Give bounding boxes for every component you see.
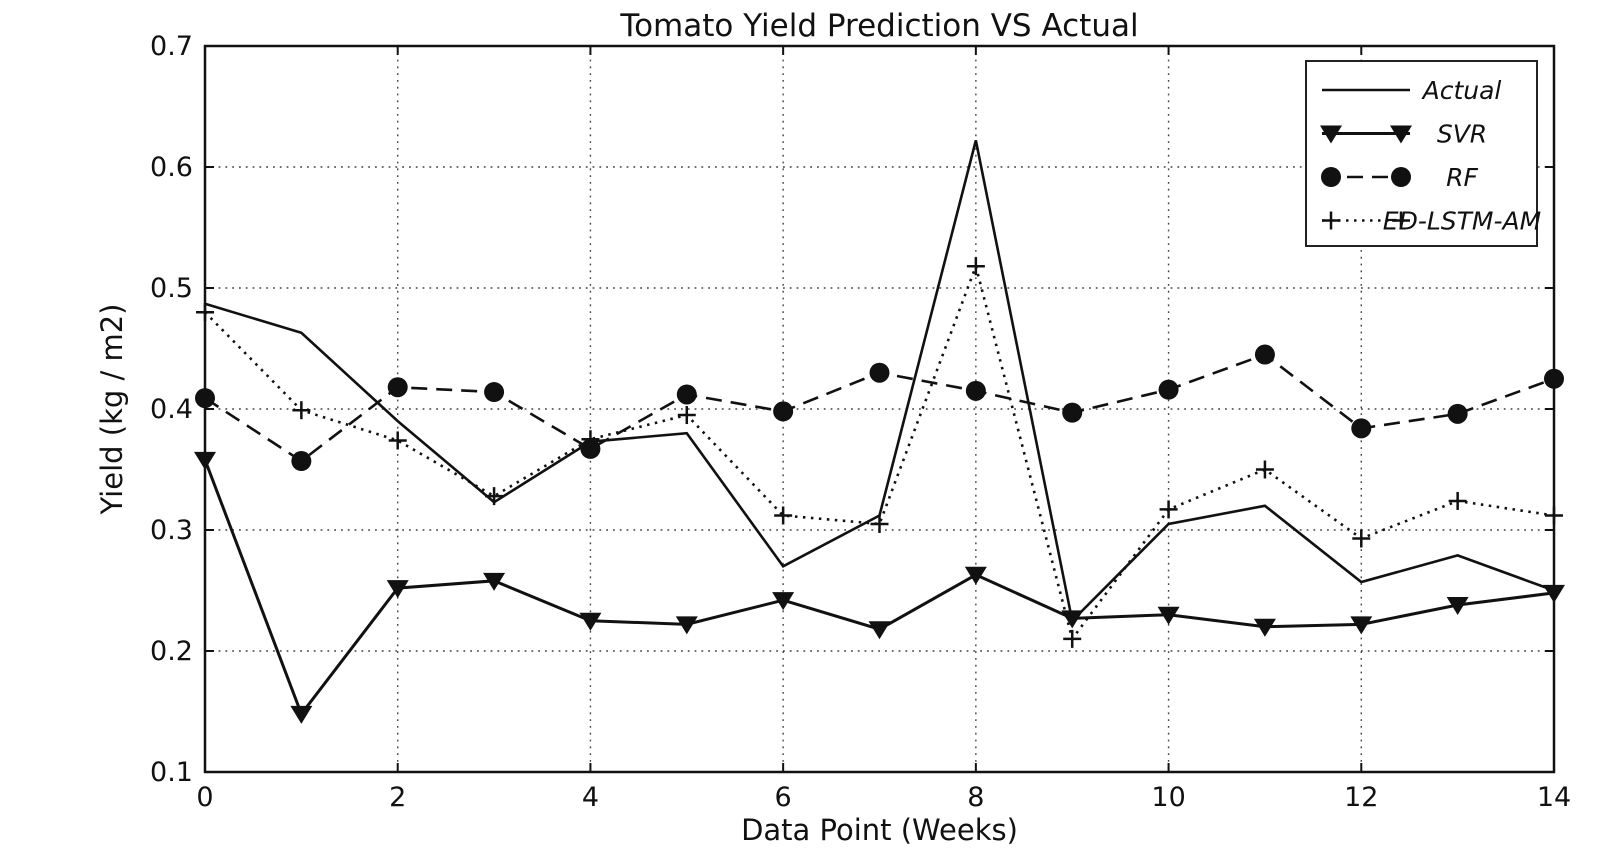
- marker-svr: [1446, 597, 1469, 616]
- marker-rf: [1158, 379, 1179, 400]
- x-tick-label: 6: [775, 782, 792, 813]
- marker-svr: [194, 451, 216, 470]
- marker-rf: [1351, 418, 1372, 439]
- marker-rf: [484, 382, 505, 403]
- marker-rf: [773, 401, 794, 422]
- x-tick-label: 12: [1344, 782, 1378, 813]
- marker-rf: [869, 362, 890, 383]
- legend-label-rf: RF: [1446, 163, 1478, 192]
- marker-rf: [1062, 402, 1083, 423]
- y-tick-label: 0.4: [150, 394, 193, 425]
- legend-label-svr: SVR: [1437, 120, 1487, 149]
- marker-svr: [1350, 616, 1373, 635]
- legend-marker-rf: [1391, 167, 1411, 187]
- y-tick-label: 0.2: [150, 636, 193, 667]
- legend-box: [1305, 60, 1538, 247]
- marker-rf: [291, 451, 312, 472]
- marker-svr: [1253, 618, 1276, 637]
- legend-marker-rf: [1321, 167, 1341, 187]
- series-line-ed-lstm-am: [204, 261, 1555, 642]
- x-tick-label: 0: [196, 782, 213, 813]
- marker-svr: [675, 616, 698, 635]
- series-line-svr: [203, 459, 1555, 717]
- x-axis-label: Data Point (Weeks): [741, 813, 1018, 847]
- x-tick-label: 10: [1151, 782, 1185, 813]
- y-tick-label: 0.6: [150, 152, 193, 183]
- y-axis-label: Yield (kg / m2): [95, 303, 129, 515]
- marker-svr: [386, 580, 409, 599]
- marker-rf: [1544, 368, 1564, 389]
- marker-svr: [1157, 606, 1180, 625]
- marker-svr: [483, 572, 506, 591]
- y-tick-label: 0.7: [150, 31, 193, 62]
- marker-rf: [580, 438, 601, 459]
- x-tick-label: 14: [1537, 782, 1571, 813]
- marker-svr: [579, 612, 602, 631]
- marker-svr: [290, 705, 313, 724]
- marker-svr: [964, 566, 987, 585]
- marker-rf: [1447, 403, 1468, 424]
- legend-marker-svr: [1390, 125, 1412, 144]
- plot-frame: [203, 44, 1556, 774]
- marker-svr: [1543, 584, 1565, 603]
- y-tick-label: 0.1: [150, 757, 193, 788]
- marker-rf: [965, 380, 986, 401]
- marker-rf: [1254, 344, 1275, 365]
- legend-label-actual: Actual: [1421, 76, 1502, 105]
- legend-label-ed-lstm-am: ED-LSTM-AM: [1383, 207, 1541, 236]
- marker-svr: [772, 592, 795, 611]
- marker-rf: [195, 388, 215, 409]
- x-tick-label: 8: [967, 782, 984, 813]
- y-tick-label: 0.3: [150, 515, 193, 546]
- y-tick-label: 0.5: [150, 273, 193, 304]
- legend-marker-svr: [1320, 125, 1342, 144]
- marker-svr: [868, 621, 891, 640]
- marker-rf: [387, 377, 408, 398]
- marker-rf: [676, 384, 697, 405]
- chart-title: Tomato Yield Prediction VS Actual: [619, 8, 1138, 44]
- x-tick-label: 4: [582, 782, 599, 813]
- x-tick-label: 2: [389, 782, 406, 813]
